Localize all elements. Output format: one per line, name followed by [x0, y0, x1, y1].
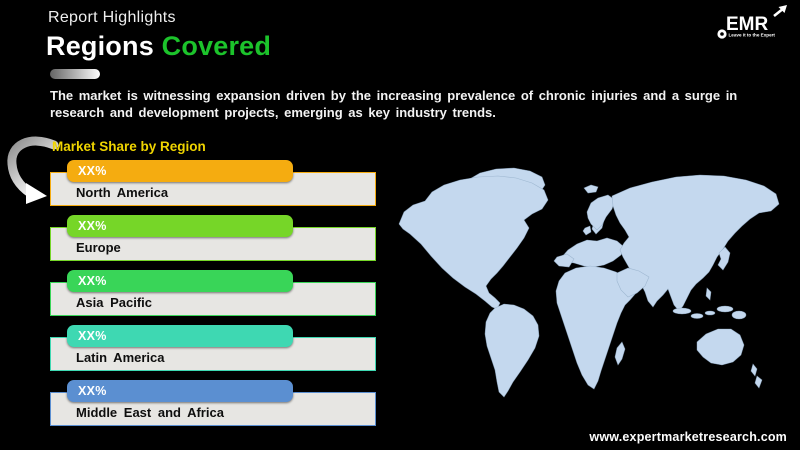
- region-row-latin-america: XX% Latin America: [50, 325, 380, 371]
- world-map: [398, 160, 798, 422]
- slide-eyebrow: Report Highlights: [48, 9, 176, 26]
- emr-logo-tagline: Leave it to the Expert: [729, 33, 776, 38]
- world-map-landmass: [398, 167, 780, 398]
- slide-title-white: Regions: [46, 31, 154, 61]
- title-underline-pill: [50, 69, 100, 79]
- curved-arrow-icon: [7, 136, 59, 204]
- region-share-list: XX% North America XX% Europe XX% Asia Pa…: [50, 160, 380, 435]
- region-label: Middle East and Africa: [76, 405, 224, 420]
- share-pill: XX%: [67, 325, 293, 347]
- share-pill: XX%: [67, 270, 293, 292]
- share-pill: XX%: [67, 160, 293, 182]
- slide-title-green: Covered: [161, 31, 272, 61]
- emr-logo-arrowhead-icon: [778, 5, 787, 13]
- emr-logo-text: EMR: [726, 14, 769, 35]
- intro-text: The market is witnessing expansion drive…: [50, 88, 738, 120]
- region-row-asia-pacific: XX% Asia Pacific: [50, 270, 380, 316]
- share-pill: XX%: [67, 215, 293, 237]
- region-label: North America: [76, 185, 169, 200]
- website-link[interactable]: www.expertmarketresearch.com: [589, 430, 787, 444]
- emr-logo[interactable]: EMR Leave it to the Expert: [710, 5, 798, 43]
- region-row-europe: XX% Europe: [50, 215, 380, 261]
- slide-title: Regions Covered: [46, 31, 271, 62]
- region-label: Asia Pacific: [76, 295, 152, 310]
- region-label: Europe: [76, 240, 121, 255]
- region-label: Latin America: [76, 350, 165, 365]
- share-pill: XX%: [67, 380, 293, 402]
- region-row-middle-east-africa: XX% Middle East and Africa: [50, 380, 380, 426]
- region-row-north-america: XX% North America: [50, 160, 380, 206]
- chart-heading: Market Share by Region: [52, 139, 206, 154]
